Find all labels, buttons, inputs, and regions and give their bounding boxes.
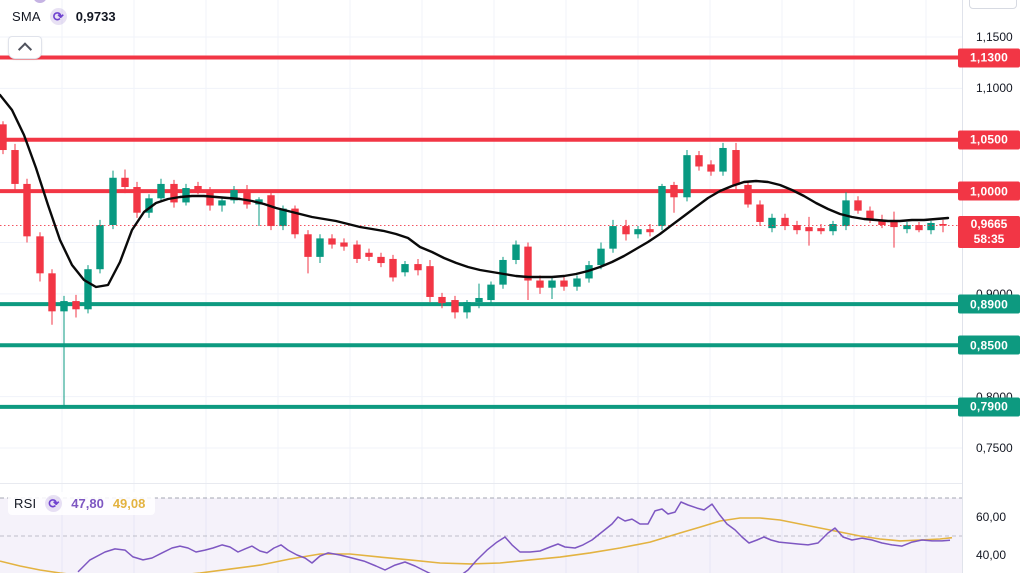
level-price-badge: 1,1300 [958,48,1020,68]
level-price-badge: 0,8900 [958,294,1020,314]
pane-separator[interactable] [0,483,1024,484]
bar-countdown: 58:35 [973,232,1005,247]
loading-spinner-icon: ⟳ [45,495,63,512]
scale-menu-button[interactable] [969,0,1017,9]
sma-label: SMA [12,9,41,24]
price-scale-label: 1,1500 [976,30,1013,44]
level-price-badge: 1,0000 [958,181,1020,201]
last-price-badge: 0,9665 58:35 [958,216,1020,249]
price-scale[interactable]: 1,15001,10000,90000,80000,750060,0040,00… [958,0,1024,573]
rsi-value: 47,80 [71,496,104,511]
rsi-scale-label: 40,00 [976,548,1007,562]
rsi-label: RSI [14,496,37,511]
chart-canvas[interactable] [0,0,962,573]
sma-value: 0,9733 [75,9,116,24]
rsi-legend-row[interactable]: RSI ⟳ 47,80 49,08 [8,492,156,515]
collapse-legend-button[interactable] [8,36,42,59]
cropped-indicator-icon [33,0,47,3]
price-scale-label: 1,1000 [976,81,1013,96]
price-scale-label: 0,7500 [976,441,1013,455]
rsi-ma-value: 49,08 [112,496,146,511]
rsi-scale-label: 60,00 [976,510,1007,524]
level-price-badge: 0,7900 [958,397,1020,417]
level-price-badge: 1,0500 [958,130,1020,150]
level-price-badge: 0,8500 [958,335,1020,355]
chevron-up-icon [17,41,33,56]
sma-legend-row[interactable]: SMA ⟳ 0,9733 [12,8,116,25]
loading-spinner-icon: ⟳ [49,8,67,25]
last-price-value: 0,9665 [970,217,1008,232]
